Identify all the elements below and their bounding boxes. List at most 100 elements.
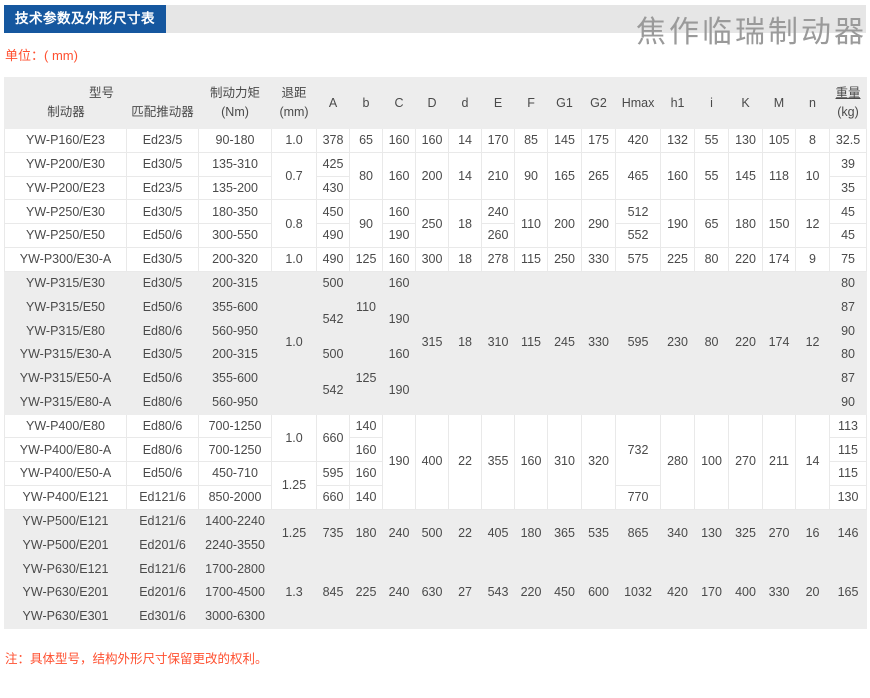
header-model-group: 型号 制动器 匹配推动器 bbox=[3, 77, 200, 129]
table-cell: 560-950 bbox=[198, 318, 273, 344]
table-cell: 450 bbox=[547, 556, 583, 629]
table-cell: 220 bbox=[514, 556, 549, 629]
table-cell: 595 bbox=[615, 270, 662, 415]
table-row: YW-P300/E30-A Ed30/5 200-320 1.0 490 125 160 30… bbox=[4, 246, 868, 272]
table-cell: 850-2000 bbox=[198, 484, 273, 510]
table-cell: 18 bbox=[448, 199, 483, 248]
table-cell: Ed80/6 bbox=[125, 318, 200, 344]
table-cell: 430 bbox=[316, 175, 351, 201]
table-cell: 500 bbox=[316, 270, 351, 296]
table-cell: 1032 bbox=[615, 556, 662, 629]
table-cell: 170 bbox=[694, 556, 730, 629]
table-cell: 355 bbox=[481, 413, 516, 510]
table-cell: 280 bbox=[660, 413, 696, 510]
table-cell: YW-P400/E121 bbox=[4, 484, 127, 510]
table-cell: 32.5 bbox=[829, 128, 868, 153]
table-cell: 265 bbox=[581, 151, 617, 201]
header-dim-G2: G2 bbox=[581, 77, 617, 129]
table-cell: 378 bbox=[316, 128, 351, 153]
table-cell: 210 bbox=[481, 151, 516, 201]
table-cell: 115 bbox=[829, 461, 868, 486]
header-model-label: 型号 bbox=[89, 86, 115, 100]
table-cell: 9 bbox=[795, 246, 831, 272]
table-cell: YW-P315/E50-A bbox=[4, 365, 127, 391]
table-cell: 45 bbox=[829, 223, 868, 248]
table-cell: 1700-2800 bbox=[198, 556, 273, 582]
table-cell: YW-P315/E30 bbox=[4, 270, 127, 296]
table-cell: 1400-2240 bbox=[198, 508, 273, 534]
table-cell: 90 bbox=[829, 318, 868, 344]
table-cell: 110 bbox=[349, 270, 384, 344]
table-cell: Ed50/6 bbox=[125, 294, 200, 320]
table-cell: 160 bbox=[382, 342, 417, 367]
table-cell: Ed80/6 bbox=[125, 413, 200, 439]
page-title: 技术参数及外形尺寸表 bbox=[4, 5, 166, 33]
table-cell: 174 bbox=[762, 270, 797, 415]
table-cell: 575 bbox=[615, 246, 662, 272]
table-cell: 160 bbox=[382, 246, 417, 272]
table-cell: YW-P400/E80-A bbox=[4, 437, 127, 463]
table-cell: 160 bbox=[349, 461, 384, 486]
table-cell: YW-P630/E301 bbox=[4, 603, 127, 629]
table-cell: 55 bbox=[694, 151, 730, 201]
header-dim-h1: h1 bbox=[660, 77, 696, 129]
table-cell: YW-P630/E201 bbox=[4, 580, 127, 605]
table-cell: 400 bbox=[728, 556, 764, 629]
header-gap: 退距 (mm) bbox=[271, 77, 318, 129]
table-cell: 115 bbox=[829, 437, 868, 463]
table-cell: Ed30/5 bbox=[125, 151, 200, 177]
table-cell: 118 bbox=[762, 151, 797, 201]
table-cell: 535 bbox=[581, 508, 617, 558]
table-cell: 180-350 bbox=[198, 199, 273, 225]
table-cell: 80 bbox=[694, 246, 730, 272]
table-cell: 110 bbox=[514, 199, 549, 248]
table-cell: 320 bbox=[581, 413, 617, 510]
header-weight: 重量 (kg) bbox=[829, 77, 868, 129]
table-cell: Ed121/6 bbox=[125, 484, 200, 510]
header-row: 型号 制动器 匹配推动器 制动力矩 (Nm) 退距 (mm) A b C D d… bbox=[3, 77, 868, 129]
table-cell: 355-600 bbox=[198, 294, 273, 320]
table-cell: 130 bbox=[728, 128, 764, 153]
table-row: YW-P630/E201 Ed201/6 1700-4500 bbox=[4, 580, 867, 605]
table-cell: 1.0 bbox=[271, 246, 318, 272]
table-cell: 135-310 bbox=[198, 151, 273, 177]
table-cell: 543 bbox=[481, 556, 516, 629]
table-cell: 125 bbox=[349, 342, 384, 415]
table-cell: 1700-4500 bbox=[198, 580, 273, 605]
table-cell: 165 bbox=[547, 151, 583, 201]
table-cell: 160 bbox=[415, 128, 450, 153]
header-dim-M: M bbox=[762, 77, 797, 129]
table-cell: 425 bbox=[316, 151, 351, 177]
table-cell: 240 bbox=[481, 199, 516, 225]
header-dim-G1: G1 bbox=[547, 77, 583, 129]
table-cell: 245 bbox=[547, 270, 583, 415]
table-cell: 18 bbox=[448, 270, 483, 415]
header-dim-E: E bbox=[481, 77, 516, 129]
table-cell: 310 bbox=[481, 270, 516, 415]
table-cell: 200 bbox=[547, 199, 583, 248]
table-cell: YW-P160/E23 bbox=[4, 128, 127, 153]
table-cell: 240 bbox=[382, 508, 417, 558]
table-cell: 340 bbox=[660, 508, 696, 558]
table-cell: 630 bbox=[415, 556, 450, 629]
header-dim-d: d bbox=[448, 77, 483, 129]
table-cell: 220 bbox=[728, 270, 764, 415]
table-cell: 260 bbox=[481, 223, 516, 248]
header-dim-C: C bbox=[382, 77, 417, 129]
spec-table: 型号 制动器 匹配推动器 制动力矩 (Nm) 退距 (mm) A b C D d… bbox=[3, 77, 868, 629]
table-cell: 160 bbox=[382, 151, 417, 201]
header-dim-b: b bbox=[349, 77, 384, 129]
table-cell: 190 bbox=[382, 223, 417, 248]
spec-table-body: YW-P160/E23 Ed23/5 90-180 1.0 378 65 160 160 14 1… bbox=[4, 128, 868, 629]
table-cell: 145 bbox=[728, 151, 764, 201]
header-brake: 制动器 bbox=[47, 105, 85, 119]
table-cell: 770 bbox=[615, 484, 662, 510]
table-cell: Ed50/6 bbox=[125, 223, 200, 248]
table-cell: 65 bbox=[349, 128, 384, 153]
header-torque: 制动力矩 (Nm) bbox=[198, 77, 273, 129]
table-cell: YW-P250/E30 bbox=[4, 199, 127, 225]
table-cell: 87 bbox=[829, 294, 868, 320]
table-cell: 1.3 bbox=[271, 556, 318, 629]
table-cell: 700-1250 bbox=[198, 413, 273, 439]
table-cell: 542 bbox=[316, 365, 351, 415]
